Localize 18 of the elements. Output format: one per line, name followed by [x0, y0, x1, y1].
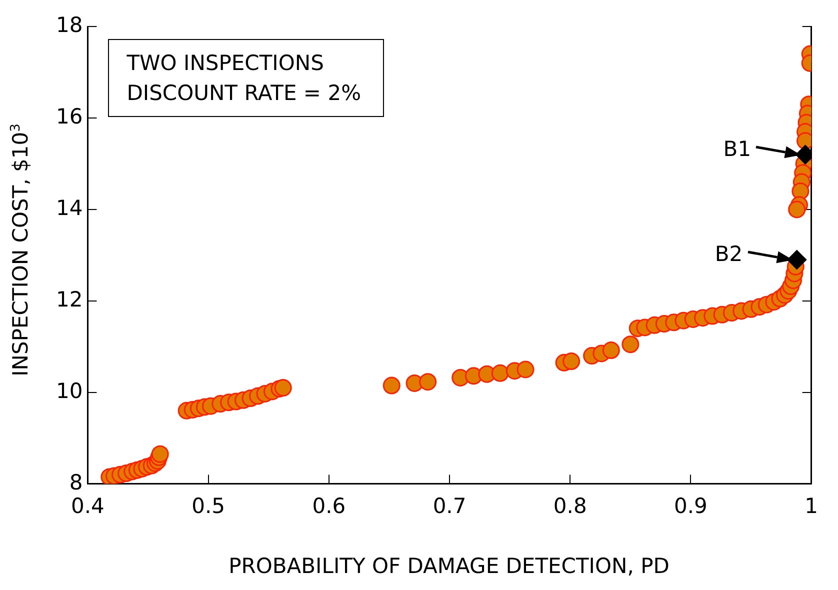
x-tick-label: 0.5 [192, 494, 226, 518]
x-tick-label: 0.6 [312, 494, 346, 518]
x-tick-label: 0.9 [674, 494, 708, 518]
y-tick-label: 14 [56, 196, 83, 220]
annotation: DISCOUNT RATE = 2% [126, 80, 362, 105]
annotation: TWO INSPECTIONS [126, 50, 324, 75]
annotation: B1 [723, 136, 752, 161]
x-tick-label: 0.4 [71, 494, 104, 518]
x-tick-label: 0.7 [432, 494, 466, 518]
annotation: B2 [714, 242, 743, 266]
x-axis-title: PROBABILITY OF DAMAGE DETECTION, PD [228, 554, 670, 578]
y-tick-label: 10 [56, 378, 83, 403]
y-tick-label: 12 [56, 287, 83, 312]
x-tick-label: 1 [804, 494, 818, 518]
y-tick-label: 8 [69, 470, 83, 494]
x-tick-label: 0.8 [553, 494, 587, 518]
y-tick-label: 16 [56, 104, 83, 128]
y-tick-label: 18 [56, 13, 83, 38]
